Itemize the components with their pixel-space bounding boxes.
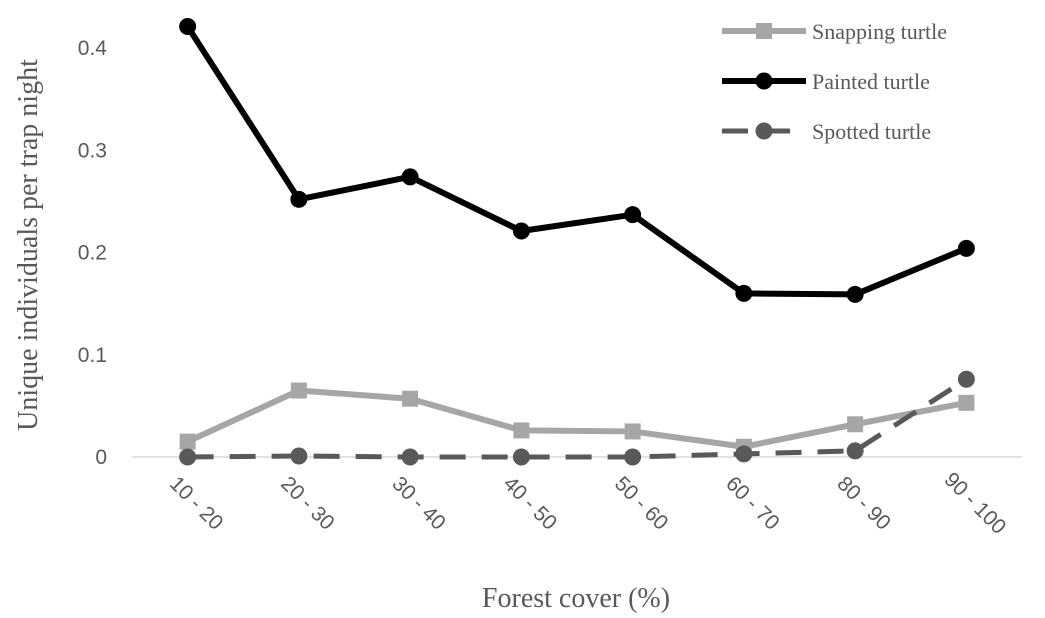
x-tick-label: 50 - 60: [610, 472, 673, 535]
x-tick-label: 30 - 40: [387, 472, 450, 535]
data-point-marker: [401, 448, 419, 466]
series-line: [186, 387, 967, 450]
y-tick-label: 0.4: [78, 37, 108, 60]
legend-label: Spotted turtle: [812, 119, 931, 144]
y-axis-label: Unique individuals per trap night: [13, 59, 44, 431]
legend-marker: [756, 23, 772, 39]
data-point-marker: [624, 448, 642, 466]
data-point-marker: [735, 445, 753, 463]
data-point-marker: [847, 416, 864, 433]
legend-marker: [755, 72, 773, 90]
data-point-marker: [957, 370, 975, 388]
series-line: [185, 24, 968, 298]
data-point-marker: [179, 448, 197, 466]
legend-label: Snapping turtle: [812, 19, 947, 44]
series-layer: [179, 18, 975, 466]
data-point-marker: [401, 168, 419, 186]
legend-item: Snapping turtle: [722, 19, 947, 44]
y-tick-label: 0: [95, 446, 107, 469]
series-2: [179, 370, 975, 466]
series-line: [187, 377, 968, 460]
x-axis-label: Forest cover (%): [482, 583, 670, 614]
data-point-marker: [735, 284, 753, 302]
legend-item: Painted turtle: [722, 69, 930, 94]
legend-label: Painted turtle: [812, 69, 930, 94]
x-tick-label: 10 - 20: [165, 472, 228, 535]
data-point-marker: [624, 206, 642, 224]
x-tick-label: 60 - 70: [721, 472, 784, 535]
legend-item: Spotted turtle: [722, 119, 931, 144]
data-point-marker: [846, 442, 864, 460]
data-point-marker: [179, 433, 196, 450]
data-point-marker: [846, 285, 864, 303]
x-tick-label: 80 - 90: [832, 472, 895, 535]
data-point-marker: [957, 239, 975, 257]
data-point-marker: [290, 190, 308, 208]
x-tick-label: 20 - 30: [276, 472, 339, 535]
legend-marker: [755, 122, 773, 140]
y-tick-label: 0.3: [78, 139, 107, 162]
y-tick-label: 0.2: [78, 242, 107, 265]
y-tick-label: 0.1: [78, 344, 107, 367]
x-tick-label: 40 - 50: [499, 472, 562, 535]
data-point-marker: [512, 222, 530, 240]
series-1: [179, 18, 975, 303]
legend: Snapping turtle Painted turtle Spotted tur…: [722, 19, 947, 144]
data-point-marker: [402, 390, 419, 407]
x-tick-labels: 10 - 20 20 - 30 30 - 40 40 - 50 50 - 60 60 - …: [165, 468, 1010, 539]
data-point-marker: [513, 422, 530, 439]
data-point-marker: [958, 394, 975, 411]
data-point-marker: [290, 382, 307, 399]
x-tick-label: 90 - 100: [940, 468, 1011, 539]
data-point-marker: [179, 18, 197, 36]
data-point-marker: [290, 447, 308, 465]
data-point-marker: [512, 448, 530, 466]
series-0: [179, 382, 975, 455]
data-point-marker: [624, 423, 641, 440]
y-tick-labels: 0 0.1 0.2 0.3 0.4: [78, 37, 108, 469]
